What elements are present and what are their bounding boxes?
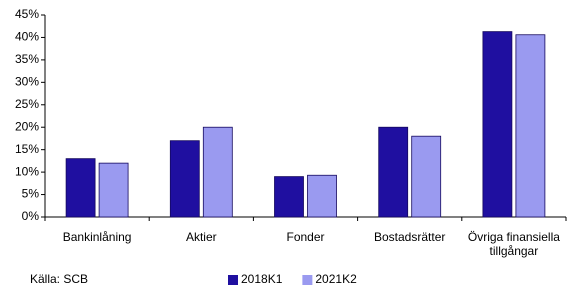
- legend-swatch: [302, 275, 313, 285]
- bar: [411, 135, 442, 218]
- bar: [274, 176, 304, 218]
- bar: [65, 158, 96, 218]
- x-tick-label: Bankinlåning: [62, 230, 132, 244]
- x-tick-label: Bostadsrätter: [374, 230, 446, 244]
- x-tick-label: Övriga finansiella tillgångar: [467, 230, 560, 258]
- y-tick-label: 45%: [15, 7, 39, 21]
- legend-swatch: [228, 275, 238, 285]
- y-tick-label: 40%: [15, 30, 39, 44]
- legend-label: 2018K1: [241, 272, 283, 286]
- x-tick-label: Fonder: [286, 230, 325, 244]
- y-tick-label: 35%: [15, 52, 39, 66]
- y-tick-label: 20%: [15, 119, 39, 133]
- y-tick-label: 10%: [15, 164, 39, 178]
- bar: [169, 140, 200, 218]
- bar: [482, 31, 513, 218]
- x-tick-label: Aktier: [185, 230, 217, 244]
- legend-label: 2021K2: [315, 272, 357, 286]
- y-tick-label: 25%: [15, 97, 39, 111]
- y-tick-label: 5%: [22, 187, 40, 201]
- bar: [307, 174, 337, 218]
- source: Källa: SCB: [30, 272, 88, 286]
- y-tick-label: 30%: [15, 75, 39, 89]
- bar: [202, 126, 233, 218]
- y-tick-label: 0%: [22, 209, 40, 223]
- bar: [515, 34, 546, 218]
- bar: [378, 126, 409, 218]
- y-tick-label: 15%: [15, 142, 39, 156]
- bar: [98, 162, 129, 218]
